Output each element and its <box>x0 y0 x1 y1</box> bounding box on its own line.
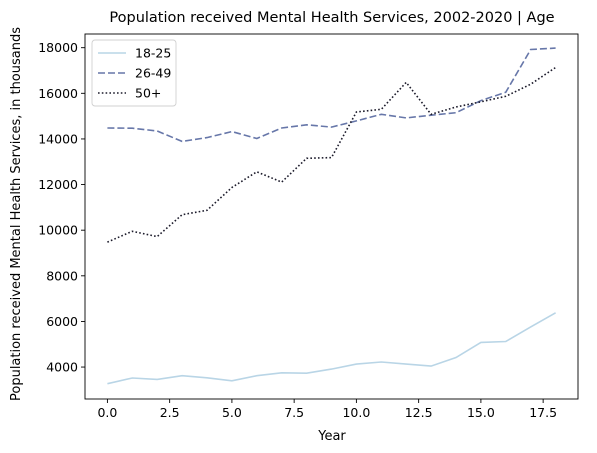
legend-entry: 50+ <box>135 86 161 101</box>
y-tick-label: 8000 <box>46 268 78 283</box>
legend-entry: 18-25 <box>135 46 171 61</box>
y-tick-label: 4000 <box>46 360 78 375</box>
y-axis-label: Population received Mental Health Servic… <box>9 27 24 401</box>
legend-box <box>91 39 177 107</box>
y-tick-label: 18000 <box>38 40 78 55</box>
x-tick-label: 17.5 <box>529 405 557 420</box>
plot-frame <box>84 33 579 400</box>
x-tick-label: 12.5 <box>405 405 433 420</box>
y-tick-label: 14000 <box>38 131 78 146</box>
y-tick-label: 12000 <box>38 177 78 192</box>
x-tick-label: 5.0 <box>222 405 242 420</box>
x-tick-label: 0.0 <box>97 405 117 420</box>
chart-title: Population received Mental Health Servic… <box>109 10 554 26</box>
legend: 18-25 26-49 50+ <box>91 39 177 107</box>
x-tick-label: 15.0 <box>467 405 495 420</box>
series-line-18-25 <box>107 312 556 385</box>
legend-entry: 26-49 <box>135 66 171 81</box>
series-line-26-49 <box>107 47 556 143</box>
y-tick-label: 6000 <box>46 314 78 329</box>
y-tick-label: 16000 <box>38 86 78 101</box>
x-tick-label: 10.0 <box>342 405 370 420</box>
x-tick-label: 7.5 <box>284 405 304 420</box>
x-tick-label: 2.5 <box>160 405 180 420</box>
x-axis-label: Year <box>317 429 346 444</box>
y-tick-label: 10000 <box>38 223 78 238</box>
